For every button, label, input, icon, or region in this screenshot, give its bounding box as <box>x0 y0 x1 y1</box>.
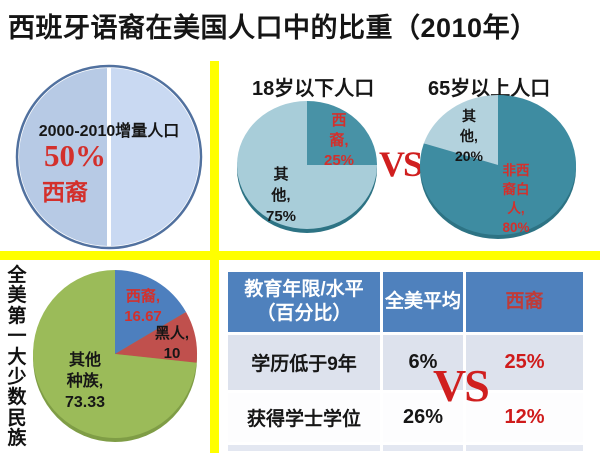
growth-pie-percent: 50% <box>44 138 106 173</box>
education-table-header-us-average: 全美平均 <box>383 272 463 332</box>
under18-hispanic-label: 西 裔, 25% <box>323 112 355 169</box>
table-row-label-bachelor: 获得学士学位 <box>228 393 380 442</box>
over65-nonhispanic-white-label: 非西 裔白 人, 80% <box>502 163 530 235</box>
minority-pie-chart <box>33 270 197 442</box>
horizontal-divider <box>0 251 600 260</box>
table-row-usavg-bachelor: 26% <box>383 393 463 442</box>
growth-pie-caption: 2000-2010增量人口 <box>38 123 180 140</box>
education-table-header-category: 教育年限/水平 （百分比） <box>228 272 380 332</box>
table-bottom-band <box>383 445 463 451</box>
education-table: 教育年限/水平 （百分比） 全美平均 西裔 学历低于9年 6% 25% 获得学士… <box>228 272 583 451</box>
over65-other-label: 其 他, 20% <box>454 108 484 164</box>
over65-pie-chart <box>420 95 576 239</box>
table-bottom-band <box>466 445 583 451</box>
under18-other-label: 其 他, 75% <box>265 166 297 225</box>
minority-vertical-caption: 全美第一大少数民族 <box>7 265 27 450</box>
vs-bottom-label: VS <box>433 360 490 411</box>
minority-hispanic-label: 西裔, 16.67 <box>124 288 162 325</box>
under18-pie-chart <box>237 101 377 233</box>
under18-heading: 18岁以下人口 <box>252 78 375 100</box>
table-bottom-band <box>228 445 380 451</box>
table-row-hispanic-below9years: 25% <box>466 335 583 390</box>
table-row-usavg-below9years: 6% <box>383 335 463 390</box>
table-row-label-below9years: 学历低于9年 <box>228 335 380 390</box>
vs-top-label: VS <box>379 144 423 184</box>
minority-black-label: 黑人, 10 <box>154 325 190 362</box>
table-row-hispanic-bachelor: 12% <box>466 393 583 442</box>
over65-heading: 65岁以上人口 <box>428 78 551 100</box>
growth-pie-chart <box>15 64 203 250</box>
education-table-header-hispanic: 西裔 <box>466 272 583 332</box>
page-title: 西班牙语裔在美国人口中的比重（2010年） <box>8 13 538 43</box>
minority-other-label: 其他 种族, 73.33 <box>64 352 106 411</box>
growth-pie-group-label: 西裔 <box>42 179 88 205</box>
